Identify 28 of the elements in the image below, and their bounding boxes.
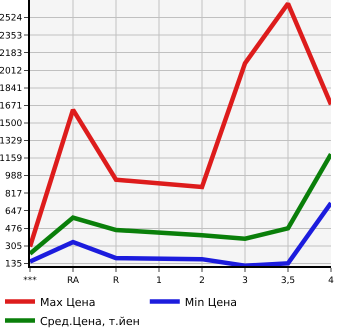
y-tick-label: 988	[5, 172, 22, 182]
legend-label: Сред.Цена, т.йен	[40, 314, 140, 328]
x-tick-label: 4	[328, 276, 334, 286]
x-tick-label: 3,5	[280, 276, 296, 286]
legend-label: Max Цена	[40, 296, 96, 309]
x-tick-label: ***	[23, 276, 38, 286]
y-tick-label: 2012	[0, 66, 22, 76]
x-tick-label: 1	[156, 276, 162, 286]
y-tick-label: 1329	[0, 136, 22, 147]
line-series	[30, 152, 331, 256]
y-tick-label: 305	[5, 242, 22, 252]
x-tick-label: R	[112, 276, 120, 286]
legend-label: Min Цена	[184, 296, 238, 309]
y-tick-label: 1841	[0, 84, 22, 94]
y-tick-label: 135	[5, 259, 22, 270]
x-tick-label: 3	[242, 276, 248, 286]
y-tick-label: 1159	[0, 154, 22, 164]
y-tick-label: 817	[5, 189, 22, 200]
y-tick-label: 2183	[0, 48, 22, 59]
x-tick-label: 2	[199, 276, 205, 286]
x-tick-label: RA	[66, 276, 80, 286]
y-tick-label: 1500	[0, 119, 22, 130]
y-tick-label: 647	[5, 206, 22, 217]
line-series	[30, 1, 331, 249]
y-tick-label: 2524	[0, 14, 22, 24]
y-tick-label: 1671	[0, 101, 22, 112]
y-tick-label: 476	[5, 224, 22, 234]
y-tick-label: 2353	[0, 31, 22, 42]
